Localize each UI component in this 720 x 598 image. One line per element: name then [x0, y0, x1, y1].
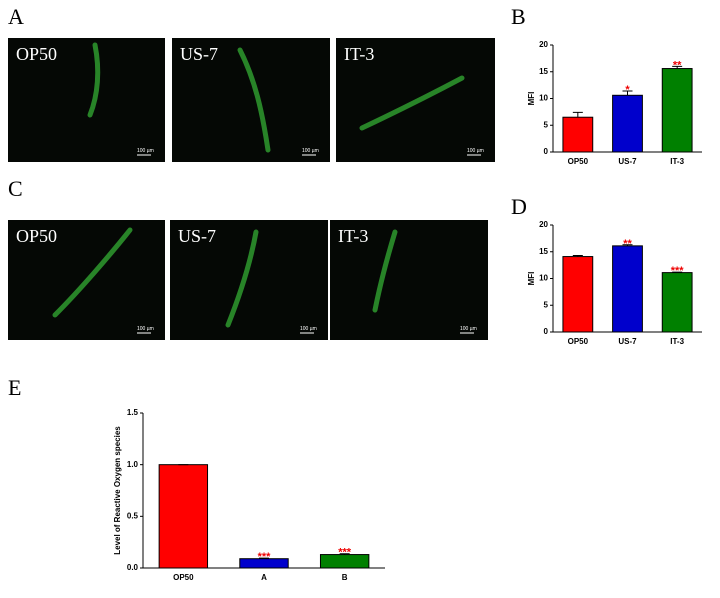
y-tick-label: 15 — [539, 247, 548, 256]
significance: *** — [338, 547, 352, 559]
error-bar — [572, 111, 583, 118]
micrograph — [170, 220, 328, 340]
error-bar — [622, 90, 633, 96]
error-bar — [622, 244, 633, 246]
y-tick-label: 20 — [539, 40, 548, 49]
x-tick-label: OP50 — [568, 337, 589, 346]
scale-bar-label: 100 µm — [137, 148, 154, 154]
panel-label: A — [8, 4, 24, 29]
panel-label: E — [8, 375, 21, 400]
y-tick-label: 0 — [544, 147, 549, 156]
bar — [612, 94, 643, 153]
y-tick-label: 1.5 — [127, 408, 139, 417]
y-tick-label: 20 — [539, 220, 548, 229]
y-tick-label: 5 — [544, 120, 549, 129]
y-tick-label: 0.5 — [127, 511, 139, 520]
significance: * — [625, 84, 630, 96]
x-tick-label: B — [342, 573, 348, 582]
x-tick-label: US-7 — [618, 337, 637, 346]
significance: ** — [673, 59, 682, 71]
x-tick-label: A — [261, 573, 267, 582]
error-bar — [672, 65, 683, 69]
error-bar — [572, 254, 583, 257]
y-tick-label: 15 — [539, 67, 548, 76]
scale-bar-label: 100 µm — [460, 326, 477, 332]
y-tick-label: 0.0 — [127, 563, 139, 572]
y-tick-label: 5 — [544, 300, 549, 309]
worm — [225, 229, 259, 328]
significance: *** — [671, 265, 685, 277]
image-label: OP50 — [16, 226, 57, 246]
x-tick-label: OP50 — [568, 157, 589, 166]
scale-bar-label: 100 µm — [302, 148, 319, 154]
bar — [158, 464, 209, 569]
image-label: IT-3 — [344, 44, 374, 64]
worm — [359, 75, 465, 131]
x-tick-label: US-7 — [618, 157, 637, 166]
error-bar — [259, 557, 269, 559]
worm — [237, 47, 271, 153]
panel-label: D — [511, 194, 527, 219]
y-tick-label: 1.0 — [127, 460, 139, 469]
bar — [562, 256, 594, 333]
scale-bar-label: 100 µm — [300, 326, 317, 332]
x-tick-label: IT-3 — [670, 337, 684, 346]
x-tick-label: IT-3 — [670, 157, 684, 166]
significance: ** — [623, 238, 632, 250]
worm — [87, 42, 101, 118]
bar — [661, 68, 693, 153]
scale-bar-label: 100 µm — [467, 148, 484, 154]
worm — [52, 227, 133, 318]
significance: *** — [258, 551, 272, 563]
image-label: US-7 — [178, 226, 216, 246]
bar — [562, 116, 594, 153]
bar — [612, 245, 643, 333]
micrograph — [172, 38, 330, 162]
error-bar — [672, 271, 683, 273]
y-axis-label: MFI — [527, 272, 536, 286]
image-label: IT-3 — [338, 226, 368, 246]
y-axis-label: Level of Reactive Oxygen species — [113, 426, 122, 555]
micrograph — [330, 220, 488, 340]
error-bar — [339, 553, 350, 555]
micrographs: OP50 100 µm US-7 100 µm IT-3 100 µm OP50 100 µm… — [8, 38, 495, 340]
x-tick-label: OP50 — [173, 573, 194, 582]
scale-bar-label: 100 µm — [137, 326, 154, 332]
image-label: OP50 — [16, 44, 57, 64]
micrograph — [8, 38, 165, 162]
bar — [661, 272, 693, 333]
y-tick-label: 10 — [539, 94, 548, 103]
panel-label: B — [511, 4, 526, 29]
y-axis-label: MFI — [527, 92, 536, 106]
worm — [372, 229, 398, 313]
y-tick-label: 10 — [539, 274, 548, 283]
y-tick-label: 0 — [544, 327, 549, 336]
panel-label: C — [8, 176, 23, 201]
image-label: US-7 — [180, 44, 218, 64]
